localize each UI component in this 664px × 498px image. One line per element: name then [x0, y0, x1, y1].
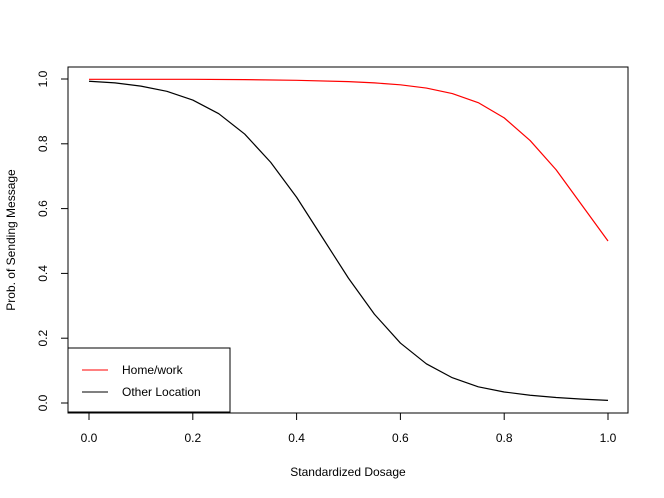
series-line-other-location	[88, 80, 609, 402]
y-axis-title: Prob. of Sending Message	[4, 169, 18, 311]
y-axis: 0.0 0.2 0.4 0.6 0.8 1.0	[36, 70, 69, 411]
y-tick-label: 0.8	[36, 135, 50, 152]
x-tick-label: 1.0	[600, 431, 617, 445]
series-line-home-work	[89, 78, 609, 242]
legend-label-other-location: Other Location	[122, 385, 201, 399]
y-tick-label: 0.0	[36, 394, 50, 411]
x-axis: 0.0 0.2 0.4 0.6 0.8 1.0	[81, 412, 617, 445]
x-tick-label: 0.0	[81, 431, 98, 445]
y-tick-label: 0.4	[36, 265, 50, 282]
series-layer	[88, 78, 609, 402]
legend-label-home-work: Home/work	[122, 363, 184, 377]
x-axis-title: Standardized Dosage	[290, 465, 406, 479]
legend-box	[67, 347, 231, 413]
y-tick-label: 0.6	[36, 200, 50, 217]
y-tick-label: 0.2	[36, 330, 50, 347]
x-tick-label: 0.2	[184, 431, 201, 445]
legend: Home/work Other Location	[67, 347, 231, 413]
y-tick-label: 1.0	[36, 70, 50, 87]
x-tick-label: 0.6	[392, 431, 409, 445]
x-tick-label: 0.8	[496, 431, 513, 445]
x-tick-label: 0.4	[288, 431, 305, 445]
